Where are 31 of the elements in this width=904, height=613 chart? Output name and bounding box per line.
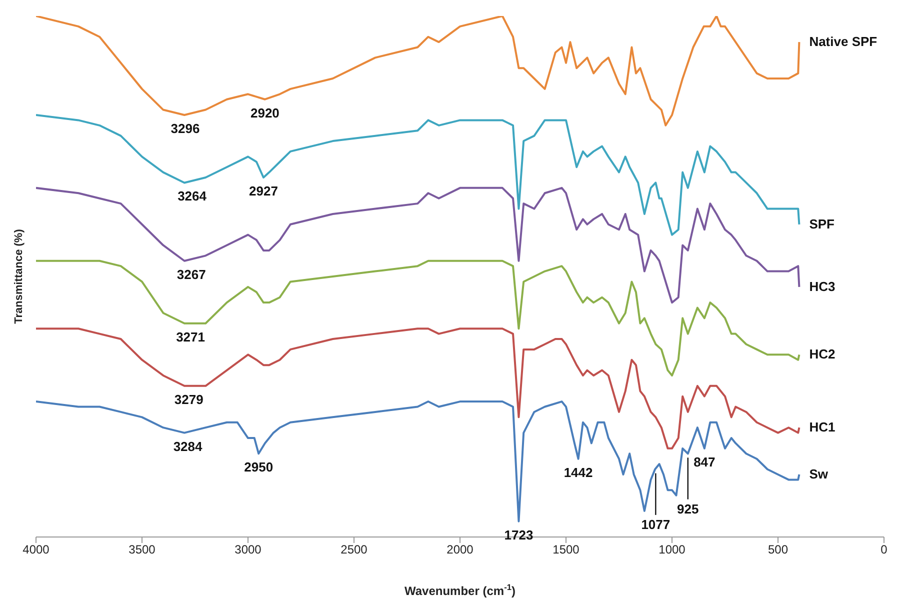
- annotation: 3264: [178, 188, 208, 204]
- annotation: 3296: [170, 120, 200, 136]
- annotation: 3271: [176, 329, 206, 344]
- annotation: 2920: [250, 105, 280, 120]
- x-tick-label: 1000: [658, 542, 686, 557]
- x-tick-label: 0: [880, 542, 888, 557]
- annotation: 2950: [244, 460, 274, 475]
- series-label: SPF: [809, 216, 835, 232]
- x-tick-label: 3000: [234, 542, 262, 557]
- x-tick-label: 1500: [552, 542, 580, 557]
- x-tick-label: 2500: [340, 542, 368, 557]
- annotation: 2927: [249, 184, 278, 199]
- x-tick-label: 4000: [22, 542, 50, 557]
- annotation: 3279: [174, 392, 204, 407]
- annotation: 1077: [641, 516, 670, 532]
- annotation: 1723: [504, 527, 534, 542]
- y-axis-title: Transmittance (%): [13, 228, 25, 324]
- series-label: HC3: [809, 278, 836, 294]
- x-tick-label: 2000: [446, 542, 474, 557]
- series-label: HC1: [809, 420, 836, 435]
- series-label: Sw: [809, 466, 829, 482]
- x-axis-title: Wavenumber (cm$^{-1}$): [404, 582, 516, 598]
- x-tick-label: 500: [768, 542, 788, 557]
- annotation: 1442: [564, 464, 593, 480]
- x-tick-label: 3500: [128, 542, 156, 557]
- annotation: 925: [677, 501, 699, 516]
- annotation: 3267: [176, 266, 206, 282]
- series-label: Native SPF: [809, 34, 878, 50]
- annotation: 3284: [173, 438, 204, 454]
- series-label: HC2: [809, 346, 836, 362]
- annotation: 847: [694, 454, 716, 470]
